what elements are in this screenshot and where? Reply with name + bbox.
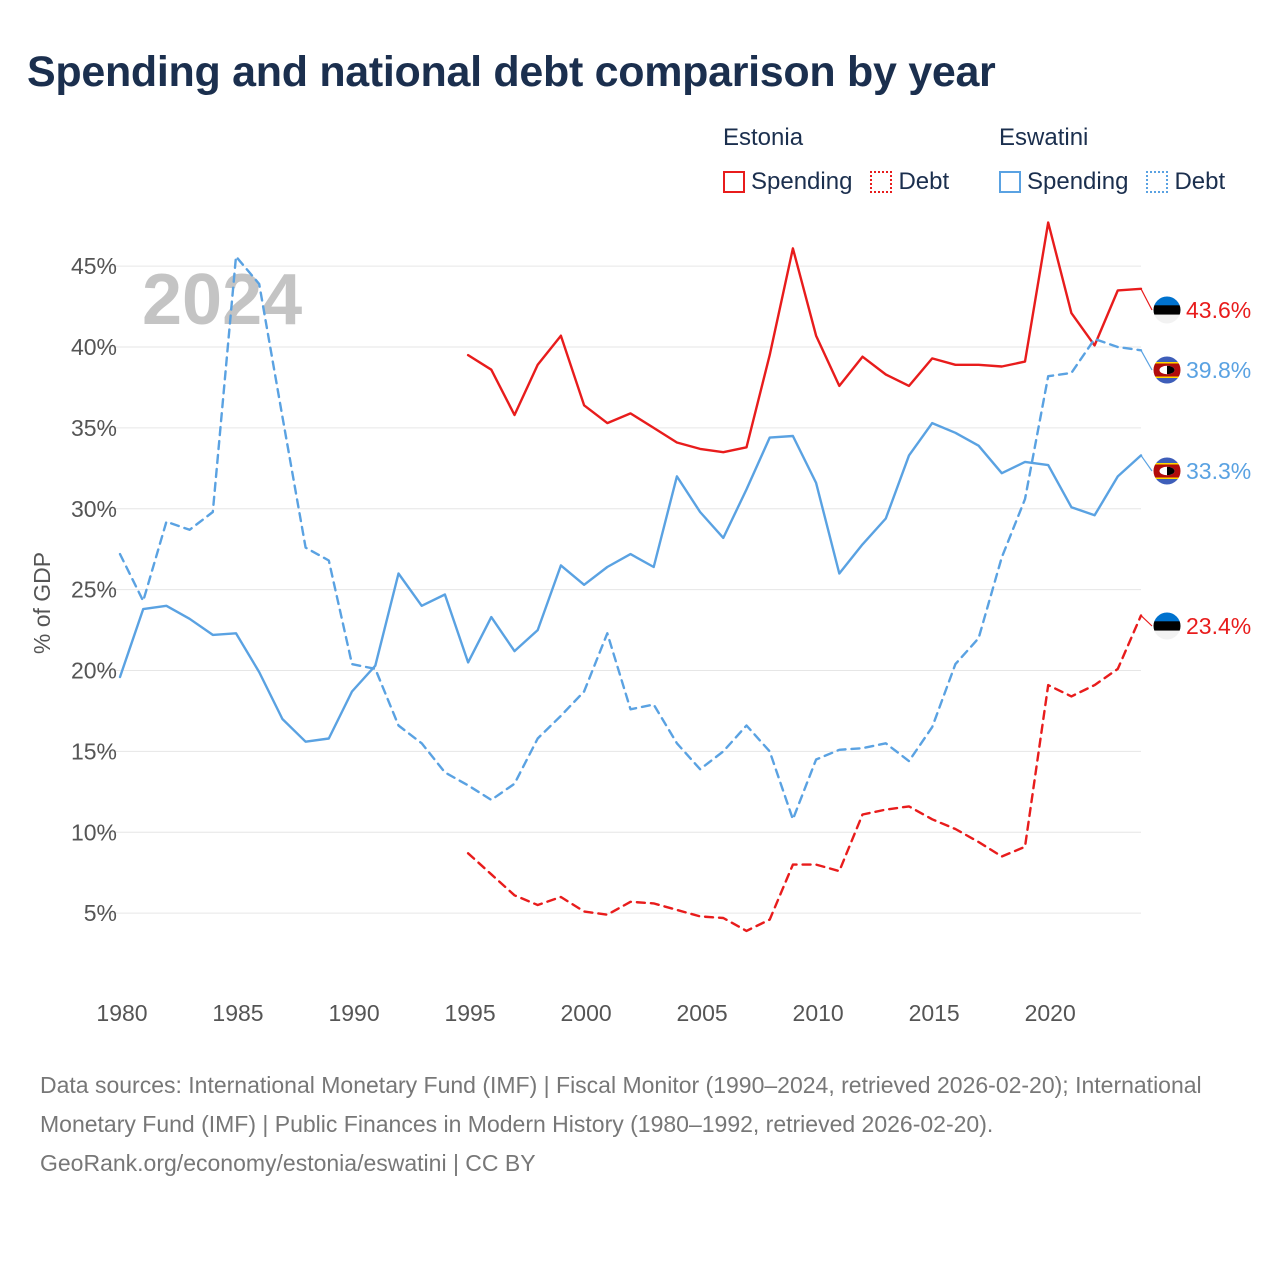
series-line-eswatini-spending[interactable] bbox=[118, 421, 1143, 743]
flag-ring bbox=[1152, 611, 1182, 641]
legend-label: Spending bbox=[1027, 168, 1129, 195]
series-lines bbox=[118, 221, 1143, 933]
legend-item-eswatini-spending[interactable]: Spending bbox=[999, 168, 1128, 196]
legend-swatch-solid bbox=[999, 171, 1021, 193]
y-tick-label: 10% bbox=[71, 819, 117, 845]
year-watermark: 2024 bbox=[142, 260, 302, 340]
eswatini-flag-icon bbox=[1153, 457, 1181, 485]
y-tick-label: 40% bbox=[71, 334, 117, 360]
end-label-connector bbox=[1140, 349, 1153, 371]
x-axis-ticks: 1980 1985 1990 1995 2000 2005 2010 2015 2020 bbox=[96, 1000, 1075, 1026]
x-tick-label: 2010 bbox=[793, 1000, 844, 1026]
x-tick-label: 1995 bbox=[444, 1000, 495, 1026]
line-chart: 2024 5% 10% 15% 20% 25% 30% 35% 40% 45% 1980 1985… bbox=[29, 221, 1251, 1026]
y-tick-label: 25% bbox=[71, 577, 117, 603]
chart-title: Spending and national debt comparison by… bbox=[27, 48, 996, 96]
end-labels: 43.6% 39.8% 33.3% 23.4% bbox=[1140, 288, 1251, 641]
y-tick-label: 35% bbox=[71, 415, 117, 441]
x-tick-label: 2000 bbox=[561, 1000, 612, 1026]
x-tick-label: 1990 bbox=[328, 1000, 379, 1026]
series-line-estonia-spending[interactable] bbox=[466, 221, 1143, 454]
y-tick-label: 5% bbox=[84, 900, 117, 926]
legend-estonia: Estonia Spending Debt bbox=[723, 124, 967, 196]
eswatini-flag-icon bbox=[1153, 356, 1181, 384]
legend-country-eswatini: Eswatini bbox=[999, 124, 1089, 151]
y-tick-label: 45% bbox=[71, 253, 117, 279]
legend-swatch-dotted bbox=[1146, 171, 1169, 193]
gridlines bbox=[100, 265, 1141, 914]
legend-item-estonia-debt[interactable]: Debt bbox=[870, 168, 949, 196]
y-axis-ticks: 5% 10% 15% 20% 25% 30% 35% 40% 45% bbox=[71, 253, 117, 926]
flag-ring bbox=[1152, 456, 1182, 486]
estonia-flag-icon bbox=[1153, 296, 1181, 324]
y-tick-label: 30% bbox=[71, 496, 117, 522]
end-label-connector bbox=[1140, 615, 1153, 627]
legend-eswatini: Eswatini Spending Debt bbox=[999, 124, 1243, 196]
flag-ring bbox=[1152, 355, 1182, 385]
x-tick-label: 2005 bbox=[677, 1000, 728, 1026]
legend-item-eswatini-debt[interactable]: Debt bbox=[1146, 168, 1225, 196]
footer: Data sources: International Monetary Fun… bbox=[40, 1066, 1240, 1183]
end-value-label: 23.4% bbox=[1186, 613, 1251, 639]
legend-label: Debt bbox=[898, 168, 950, 195]
end-value-label: 43.6% bbox=[1186, 297, 1251, 323]
end-value-label: 39.8% bbox=[1186, 357, 1251, 383]
end-label-connector bbox=[1140, 288, 1153, 311]
legend-swatch-dotted bbox=[870, 171, 893, 193]
y-axis-label: % of GDP bbox=[29, 552, 55, 654]
series-line-estonia-debt[interactable] bbox=[466, 614, 1143, 933]
legend-label: Debt bbox=[1174, 168, 1226, 195]
end-label-connector bbox=[1140, 455, 1153, 472]
legend-country-estonia: Estonia bbox=[723, 124, 804, 151]
x-tick-label: 2020 bbox=[1025, 1000, 1076, 1026]
series-line-eswatini-debt[interactable] bbox=[118, 255, 1143, 821]
x-tick-label: 2015 bbox=[909, 1000, 960, 1026]
credit-link[interactable]: GeoRank.org/economy/estonia/eswatini | C… bbox=[40, 1150, 536, 1176]
flag-ring bbox=[1152, 295, 1182, 325]
end-value-label: 33.3% bbox=[1186, 458, 1251, 484]
y-tick-label: 20% bbox=[71, 658, 117, 684]
legend-label: Spending bbox=[751, 168, 853, 195]
x-tick-label: 1980 bbox=[96, 1000, 147, 1026]
x-tick-label: 1985 bbox=[212, 1000, 263, 1026]
data-sources: Data sources: International Monetary Fun… bbox=[40, 1072, 1202, 1137]
y-tick-label: 15% bbox=[71, 738, 117, 764]
legend-swatch-solid bbox=[723, 171, 745, 193]
legend-item-estonia-spending[interactable]: Spending bbox=[723, 168, 852, 196]
estonia-flag-icon bbox=[1153, 612, 1181, 640]
